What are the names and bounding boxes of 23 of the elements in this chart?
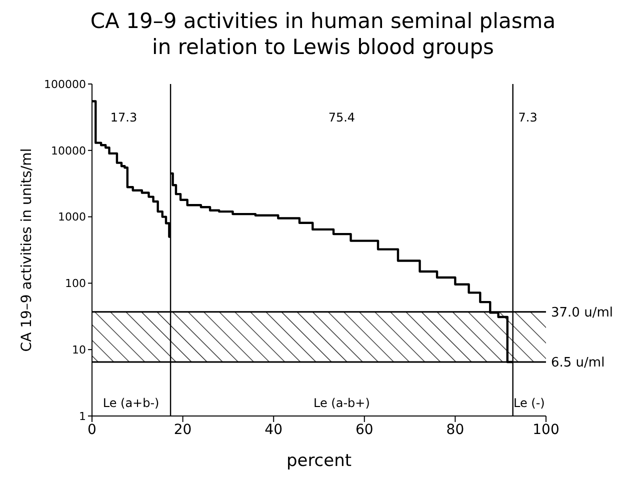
y-tick-label: 100000	[44, 78, 86, 91]
x-tick-label: 20	[174, 422, 192, 438]
y-axis-title: CA 19–9 activities in units/ml	[18, 148, 35, 352]
annotation: Le (a-b+)	[314, 396, 370, 410]
x-tick-label: 80	[446, 422, 464, 438]
x-tick-label: 0	[88, 422, 96, 438]
ref-line-label: 6.5 u/ml	[551, 356, 605, 371]
x-tick-label: 100	[532, 422, 560, 438]
y-tick-label: 100	[65, 277, 86, 290]
y-tick-label: 1000	[58, 210, 86, 224]
x-tick-label: 40	[264, 422, 283, 438]
y-tick-label: 10000	[51, 144, 86, 158]
y-tick-label: 1	[79, 410, 86, 423]
annotation: 75.4	[328, 110, 356, 124]
x-tick-label: 60	[355, 422, 374, 438]
annotation: Le (a+b-)	[102, 396, 160, 410]
ref-line-label: 37.0 u/ml	[551, 305, 613, 320]
annotation: Le (-)	[514, 396, 545, 410]
annotation: 17.3	[110, 110, 138, 124]
y-tick-label: 10	[72, 344, 86, 357]
x-axis-title: percent	[286, 451, 352, 471]
annotation: 7.3	[518, 110, 538, 124]
chart-title: CA 19–9 activities in human seminal plasma in relation to Lewis blood groups	[89, 8, 557, 61]
